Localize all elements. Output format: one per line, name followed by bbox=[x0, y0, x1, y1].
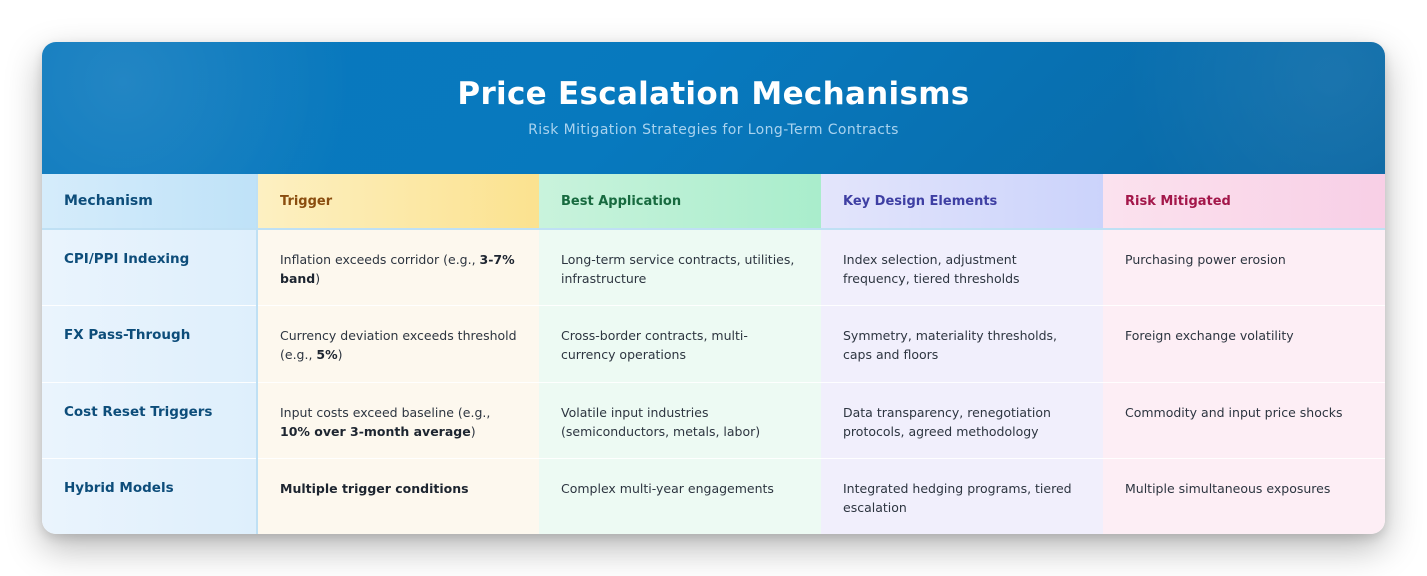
escalation-card: Price Escalation Mechanisms Risk Mitigat… bbox=[42, 42, 1385, 534]
column-header-trigger: Trigger bbox=[257, 174, 539, 230]
design-cell: Integrated hedging programs, tiered esca… bbox=[821, 458, 1103, 534]
page-title: Price Escalation Mechanisms bbox=[457, 76, 970, 112]
mechanism-cell: Hybrid Models bbox=[42, 458, 258, 534]
table-row: Hybrid Models Multiple trigger condition… bbox=[42, 458, 1385, 534]
trigger-cell: Currency deviation exceeds threshold (e.… bbox=[257, 305, 539, 383]
risk-cell: Purchasing power erosion bbox=[1103, 229, 1385, 306]
application-cell: Volatile input industries (semiconductor… bbox=[539, 382, 821, 459]
application-cell: Cross-border contracts, multi-currency o… bbox=[539, 305, 821, 383]
design-cell: Data transparency, renegotiation protoco… bbox=[821, 382, 1103, 459]
table-row: Cost Reset Triggers Input costs exceed b… bbox=[42, 382, 1385, 459]
trigger-text-end: ) bbox=[470, 423, 476, 439]
trigger-cell: Multiple trigger conditions bbox=[257, 458, 539, 534]
trigger-cell: Input costs exceed baseline (e.g., 10% o… bbox=[257, 382, 539, 459]
column-header-mechanism: Mechanism bbox=[42, 174, 258, 230]
trigger-cell: Inflation exceeds corridor (e.g., 3-7% b… bbox=[257, 229, 539, 306]
design-cell: Symmetry, materiality thresholds, caps a… bbox=[821, 305, 1103, 383]
table-header-row: Mechanism Trigger Best Application Key D… bbox=[42, 174, 1385, 230]
application-cell: Complex multi-year engagements bbox=[539, 458, 821, 534]
trigger-highlight: 5% bbox=[316, 347, 338, 362]
application-cell: Long-term service contracts, utilities, … bbox=[539, 229, 821, 306]
trigger-text: Input costs exceed baseline (e.g., bbox=[280, 404, 491, 420]
risk-cell: Commodity and input price shocks bbox=[1103, 382, 1385, 459]
mechanism-cell: CPI/PPI Indexing bbox=[42, 229, 258, 306]
trigger-highlight: Multiple trigger conditions bbox=[280, 481, 469, 496]
trigger-highlight: 10% over 3-month average bbox=[280, 423, 471, 439]
mechanisms-table: Mechanism Trigger Best Application Key D… bbox=[42, 174, 1385, 534]
column-header-best-application: Best Application bbox=[539, 174, 821, 230]
risk-cell: Multiple simultaneous exposures bbox=[1103, 458, 1385, 534]
card-header: Price Escalation Mechanisms Risk Mitigat… bbox=[42, 42, 1385, 174]
trigger-text-end: ) bbox=[315, 271, 321, 286]
mechanism-cell: FX Pass-Through bbox=[42, 305, 258, 383]
page-subtitle: Risk Mitigation Strategies for Long-Term… bbox=[528, 122, 899, 138]
mechanism-cell: Cost Reset Triggers bbox=[42, 382, 258, 459]
table-row: FX Pass-Through Currency deviation excee… bbox=[42, 305, 1385, 383]
trigger-text: Inflation exceeds corridor (e.g., bbox=[280, 252, 480, 267]
trigger-text: Currency deviation exceeds threshold (e.… bbox=[280, 328, 517, 362]
trigger-highlight: 3-7% band bbox=[280, 252, 515, 286]
column-header-key-design-elements: Key Design Elements bbox=[821, 174, 1103, 230]
column-header-risk-mitigated: Risk Mitigated bbox=[1103, 174, 1385, 230]
design-cell: Index selection, adjustment frequency, t… bbox=[821, 229, 1103, 306]
risk-cell: Foreign exchange volatility bbox=[1103, 305, 1385, 383]
trigger-text-end: ) bbox=[337, 347, 343, 362]
table-row: CPI/PPI Indexing Inflation exceeds corri… bbox=[42, 229, 1385, 306]
